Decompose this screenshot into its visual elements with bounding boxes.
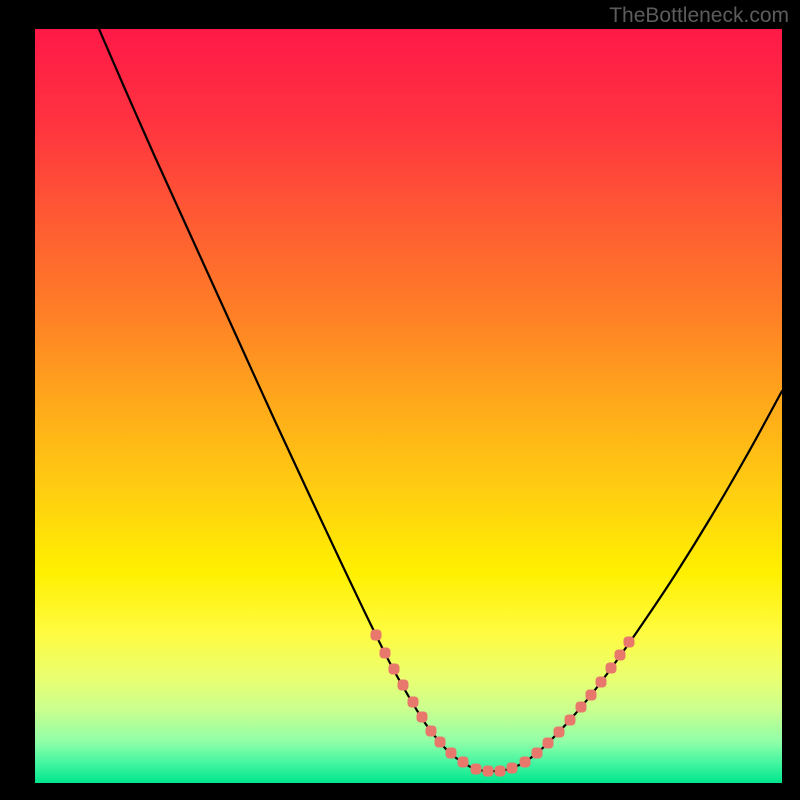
scatter-marker: [426, 726, 437, 737]
scatter-marker: [507, 763, 518, 774]
scatter-marker: [565, 715, 576, 726]
plot-border-left: [33, 27, 35, 785]
scatter-marker: [615, 650, 626, 661]
scatter-marker: [576, 702, 587, 713]
scatter-marker: [380, 648, 391, 659]
watermark-text: TheBottleneck.com: [609, 4, 789, 28]
scatter-marker: [417, 712, 428, 723]
scatter-marker: [483, 766, 494, 777]
plot-border-right: [782, 27, 784, 785]
scatter-marker: [586, 690, 597, 701]
scatter-marker: [371, 630, 382, 641]
plot-border-bottom: [33, 783, 784, 785]
scatter-marker: [532, 748, 543, 759]
scatter-marker: [389, 664, 400, 675]
bottleneck-curve: [99, 29, 782, 771]
scatter-marker: [458, 757, 469, 768]
scatter-marker: [471, 764, 482, 775]
scatter-marker: [520, 757, 531, 768]
scatter-marker: [495, 766, 506, 777]
scatter-marker: [446, 748, 457, 759]
scatter-marker: [398, 680, 409, 691]
chart-stage: TheBottleneck.com: [0, 0, 800, 800]
scatter-marker: [596, 677, 607, 688]
scatter-marker: [606, 663, 617, 674]
scatter-marker: [624, 637, 635, 648]
scatter-marker: [554, 727, 565, 738]
scatter-marker: [435, 737, 446, 748]
scatter-marker: [408, 697, 419, 708]
curve-layer: [35, 29, 782, 783]
plot-area: [35, 29, 782, 783]
scatter-marker: [543, 738, 554, 749]
